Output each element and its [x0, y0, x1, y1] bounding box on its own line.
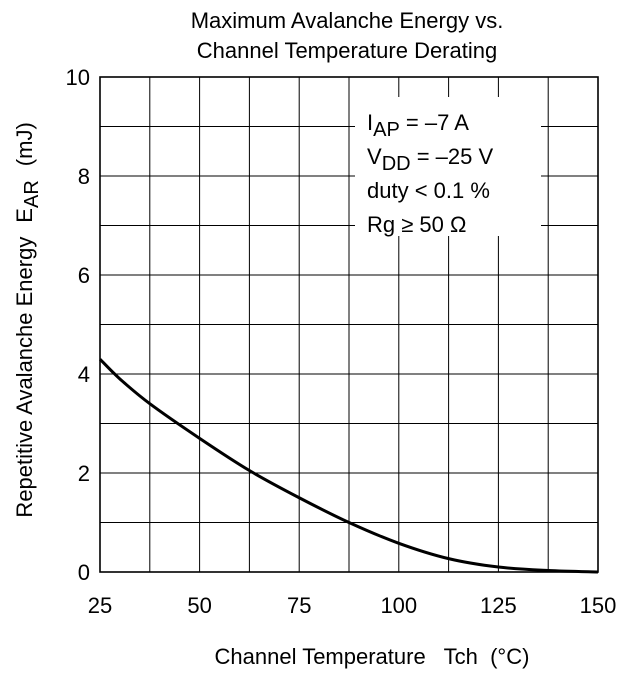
x-tick-label: 25	[88, 593, 112, 618]
y-axis-label-text: Repetitive Avalanche Energy	[12, 237, 37, 518]
y-axis-label-unit: (mJ)	[12, 122, 37, 166]
annotation-vdd: VDD = –25 V	[367, 144, 493, 175]
x-tick-label: 50	[187, 593, 211, 618]
annotation-iap: IAP = –7 A	[367, 110, 469, 141]
y-axis-label-symbol-sub: AR	[21, 180, 43, 208]
y-tick-label: 4	[78, 362, 90, 387]
series-line-energy	[98, 358, 599, 574]
y-tick-labels: 0 2 4 6 8 10	[66, 65, 90, 585]
x-tick-label: 75	[287, 593, 311, 618]
x-tick-label: 125	[480, 593, 517, 618]
chart-title: Maximum Avalanche Energy vs. Channel Tem…	[191, 8, 504, 63]
annotation-box: IAP = –7 A VDD = –25 V duty < 0.1 % Rg ≥…	[355, 97, 541, 237]
annotation-duty: duty < 0.1 %	[367, 178, 490, 203]
chart-title-line-2: Channel Temperature Derating	[197, 38, 497, 63]
y-tick-label: 8	[78, 164, 90, 189]
y-tick-label: 10	[66, 65, 90, 90]
x-axis-label: Channel Temperature Tch (°C)	[215, 644, 530, 669]
y-tick-label: 0	[78, 560, 90, 585]
y-tick-label: 6	[78, 263, 90, 288]
annotation-background	[355, 97, 541, 236]
x-tick-label: 150	[580, 593, 617, 618]
svg-text:Repetitive Avalanche EnergyEAR: Repetitive Avalanche Energy EAR (mJ)	[12, 79, 43, 572]
x-tick-labels: 25 50 75 100 125 150	[88, 593, 617, 618]
y-tick-label: 2	[78, 461, 90, 486]
y-axis-label-symbol: E	[12, 208, 37, 223]
y-axis-label: Repetitive Avalanche Energy EAR (mJ)	[12, 79, 43, 572]
plot-frame	[99, 76, 599, 573]
annotation-rg: Rg ≥ 50 Ω	[367, 212, 466, 237]
chart-title-line-1: Maximum Avalanche Energy vs.	[191, 8, 504, 33]
x-tick-label: 100	[380, 593, 417, 618]
